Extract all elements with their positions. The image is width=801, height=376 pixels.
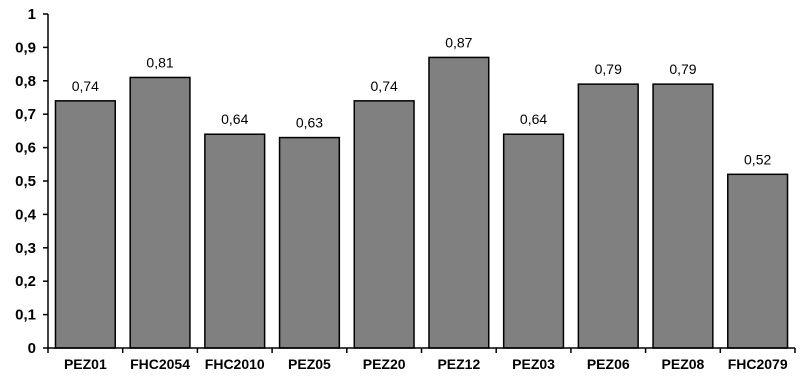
bar-pez20 xyxy=(353,100,415,349)
data-label-pez08: 0,79 xyxy=(669,61,696,77)
x-tick-label-pez06: PEZ06 xyxy=(587,356,630,372)
x-tick-label-fhc2010: FHC2010 xyxy=(205,356,265,372)
bar-pez12 xyxy=(428,56,490,349)
data-label-pez06: 0,79 xyxy=(595,61,622,77)
y-tick-label: 0,1 xyxy=(15,307,36,324)
x-tick-label-pez05: PEZ05 xyxy=(288,356,331,372)
bar-fhc2010 xyxy=(204,133,266,349)
bar-fhc2054 xyxy=(129,76,191,349)
x-tick-label-pez01: PEZ01 xyxy=(64,356,107,372)
data-label-fhc2010: 0,64 xyxy=(221,111,248,127)
x-tick-label-fhc2054: FHC2054 xyxy=(130,356,190,372)
x-tick-label-fhc2079: FHC2079 xyxy=(728,356,788,372)
bar-fhc2079 xyxy=(727,173,789,349)
data-label-pez05: 0,63 xyxy=(296,115,323,131)
y-tick-label: 0,4 xyxy=(15,206,37,223)
y-axis: 0 0,1 0,2 0,3 0,4 0,5 0,6 0,7 0,8 0,9 1 xyxy=(15,6,49,357)
x-tick-label-pez12: PEZ12 xyxy=(437,356,480,372)
data-label-pez01: 0,74 xyxy=(72,78,99,94)
bars xyxy=(54,56,789,349)
data-label-fhc2054: 0,81 xyxy=(146,54,173,70)
x-axis: PEZ01 FHC2054 FHC2010 PEZ05 PEZ20 PEZ12 PEZ03 P… xyxy=(47,347,796,372)
y-tick-label: 0,6 xyxy=(15,140,36,157)
x-tick-label-pez03: PEZ03 xyxy=(512,356,555,372)
y-tick-label: 0,7 xyxy=(15,106,36,123)
bar-pez03 xyxy=(502,133,565,349)
bar-pez01 xyxy=(54,100,116,349)
data-labels: 0,74 0,81 0,64 0,63 0,74 0,87 0,64 0,79 0,79 0,52 xyxy=(72,34,772,167)
bar-pez06 xyxy=(577,83,639,349)
data-label-fhc2079: 0,52 xyxy=(744,151,771,167)
y-tick-label: 0,3 xyxy=(15,240,36,257)
bar-pez05 xyxy=(278,136,341,349)
data-label-pez20: 0,74 xyxy=(371,78,398,94)
bar-pez08 xyxy=(652,83,714,349)
x-tick-label-pez20: PEZ20 xyxy=(363,356,406,372)
data-label-pez12: 0,87 xyxy=(445,34,472,50)
y-tick-label: 0,8 xyxy=(15,73,36,90)
y-tick-label: 0,9 xyxy=(15,39,36,56)
y-tick-label: 0,2 xyxy=(15,273,36,290)
y-tick-label: 0 xyxy=(28,340,36,357)
y-tick-label: 0,5 xyxy=(15,173,36,190)
data-label-pez03: 0,64 xyxy=(520,111,547,127)
x-tick-label-pez08: PEZ08 xyxy=(662,356,705,372)
y-tick-label: 1 xyxy=(28,6,36,23)
